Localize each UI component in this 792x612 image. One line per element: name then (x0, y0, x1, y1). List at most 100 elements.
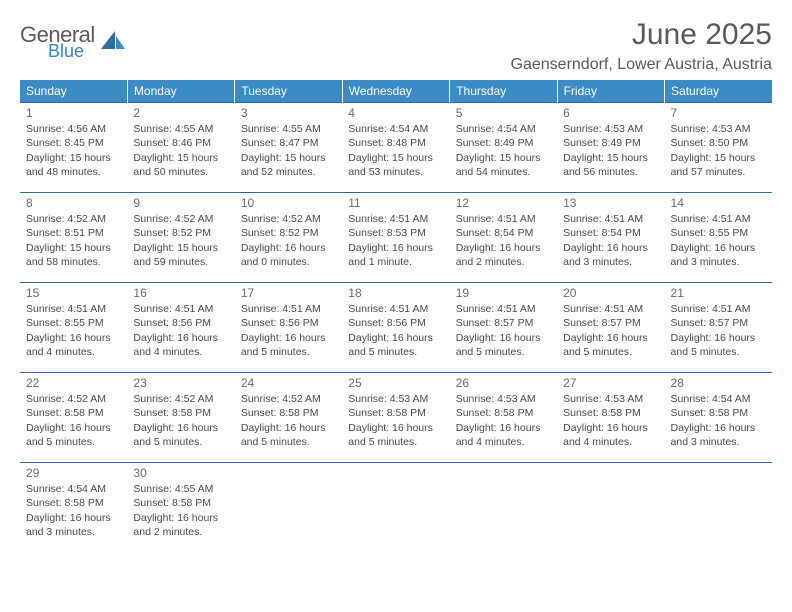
sunset-text: Sunset: 8:56 PM (348, 316, 443, 330)
day-number: 7 (671, 105, 766, 121)
daylight-text: and 5 minutes. (133, 435, 228, 449)
daylight-text: Daylight: 16 hours (133, 331, 228, 345)
daylight-text: Daylight: 15 hours (563, 151, 658, 165)
daylight-text: Daylight: 15 hours (133, 151, 228, 165)
daylight-text: and 5 minutes. (456, 345, 551, 359)
sunrise-text: Sunrise: 4:52 AM (241, 392, 336, 406)
daylight-text: and 56 minutes. (563, 165, 658, 179)
sunrise-text: Sunrise: 4:51 AM (456, 302, 551, 316)
daylight-text: and 5 minutes. (348, 345, 443, 359)
daylight-text: Daylight: 15 hours (133, 241, 228, 255)
daylight-text: Daylight: 16 hours (348, 241, 443, 255)
calendar-day-cell (450, 463, 557, 547)
calendar-day-cell: 3Sunrise: 4:55 AMSunset: 8:47 PMDaylight… (235, 103, 342, 187)
daylight-text: and 5 minutes. (26, 435, 121, 449)
daylight-text: Daylight: 16 hours (348, 421, 443, 435)
sunset-text: Sunset: 8:50 PM (671, 136, 766, 150)
sunrise-text: Sunrise: 4:52 AM (133, 392, 228, 406)
calendar-day-cell: 22Sunrise: 4:52 AMSunset: 8:58 PMDayligh… (20, 373, 127, 457)
sail-icon (101, 31, 127, 56)
sunset-text: Sunset: 8:58 PM (133, 406, 228, 420)
day-number: 22 (26, 375, 121, 391)
sunset-text: Sunset: 8:57 PM (456, 316, 551, 330)
sunset-text: Sunset: 8:58 PM (241, 406, 336, 420)
daylight-text: and 5 minutes. (241, 345, 336, 359)
sunset-text: Sunset: 8:58 PM (671, 406, 766, 420)
calendar-day-cell (557, 463, 664, 547)
calendar-day-cell: 25Sunrise: 4:53 AMSunset: 8:58 PMDayligh… (342, 373, 449, 457)
sunrise-text: Sunrise: 4:51 AM (671, 302, 766, 316)
daylight-text: and 5 minutes. (241, 435, 336, 449)
daylight-text: Daylight: 15 hours (241, 151, 336, 165)
sunset-text: Sunset: 8:54 PM (456, 226, 551, 240)
weekday-header-row: Sunday Monday Tuesday Wednesday Thursday… (20, 80, 772, 103)
day-number: 20 (563, 285, 658, 301)
daylight-text: Daylight: 16 hours (26, 331, 121, 345)
calendar-week-row: 29Sunrise: 4:54 AMSunset: 8:58 PMDayligh… (20, 463, 772, 547)
weekday-header: Sunday (20, 80, 127, 103)
day-number: 30 (133, 465, 228, 481)
daylight-text: Daylight: 16 hours (456, 331, 551, 345)
day-number: 26 (456, 375, 551, 391)
daylight-text: and 3 minutes. (671, 255, 766, 269)
daylight-text: and 52 minutes. (241, 165, 336, 179)
calendar-day-cell: 20Sunrise: 4:51 AMSunset: 8:57 PMDayligh… (557, 283, 664, 367)
daylight-text: and 3 minutes. (563, 255, 658, 269)
day-number: 12 (456, 195, 551, 211)
sunrise-text: Sunrise: 4:51 AM (26, 302, 121, 316)
sunset-text: Sunset: 8:49 PM (456, 136, 551, 150)
sunset-text: Sunset: 8:58 PM (26, 496, 121, 510)
daylight-text: and 2 minutes. (456, 255, 551, 269)
daylight-text: Daylight: 16 hours (671, 241, 766, 255)
page-header: General Blue June 2025 Gaenserndorf, Low… (20, 18, 772, 74)
calendar-day-cell: 24Sunrise: 4:52 AMSunset: 8:58 PMDayligh… (235, 373, 342, 457)
daylight-text: and 58 minutes. (26, 255, 121, 269)
calendar-day-cell: 2Sunrise: 4:55 AMSunset: 8:46 PMDaylight… (127, 103, 234, 187)
daylight-text: and 54 minutes. (456, 165, 551, 179)
daylight-text: Daylight: 16 hours (456, 241, 551, 255)
daylight-text: Daylight: 16 hours (348, 331, 443, 345)
day-number: 9 (133, 195, 228, 211)
sunset-text: Sunset: 8:53 PM (348, 226, 443, 240)
calendar-day-cell (235, 463, 342, 547)
sunrise-text: Sunrise: 4:51 AM (563, 212, 658, 226)
daylight-text: Daylight: 16 hours (563, 331, 658, 345)
daylight-text: Daylight: 16 hours (26, 511, 121, 525)
calendar-week-row: 1Sunrise: 4:56 AMSunset: 8:45 PMDaylight… (20, 103, 772, 187)
sunset-text: Sunset: 8:57 PM (563, 316, 658, 330)
sunrise-text: Sunrise: 4:51 AM (456, 212, 551, 226)
day-number: 25 (348, 375, 443, 391)
calendar-day-cell: 7Sunrise: 4:53 AMSunset: 8:50 PMDaylight… (665, 103, 772, 187)
calendar-day-cell: 29Sunrise: 4:54 AMSunset: 8:58 PMDayligh… (20, 463, 127, 547)
daylight-text: Daylight: 16 hours (671, 421, 766, 435)
day-number: 16 (133, 285, 228, 301)
daylight-text: and 2 minutes. (133, 525, 228, 539)
sunset-text: Sunset: 8:52 PM (241, 226, 336, 240)
day-number: 18 (348, 285, 443, 301)
calendar-week-row: 22Sunrise: 4:52 AMSunset: 8:58 PMDayligh… (20, 373, 772, 457)
sunrise-text: Sunrise: 4:54 AM (671, 392, 766, 406)
daylight-text: and 59 minutes. (133, 255, 228, 269)
sunrise-text: Sunrise: 4:53 AM (671, 122, 766, 136)
sunrise-text: Sunrise: 4:51 AM (133, 302, 228, 316)
daylight-text: and 5 minutes. (348, 435, 443, 449)
calendar-table: Sunday Monday Tuesday Wednesday Thursday… (20, 80, 772, 547)
sunrise-text: Sunrise: 4:51 AM (241, 302, 336, 316)
sunset-text: Sunset: 8:52 PM (133, 226, 228, 240)
calendar-day-cell: 9Sunrise: 4:52 AMSunset: 8:52 PMDaylight… (127, 193, 234, 277)
weekday-header: Saturday (665, 80, 772, 103)
calendar-day-cell: 13Sunrise: 4:51 AMSunset: 8:54 PMDayligh… (557, 193, 664, 277)
calendar-day-cell: 17Sunrise: 4:51 AMSunset: 8:56 PMDayligh… (235, 283, 342, 367)
calendar-day-cell (342, 463, 449, 547)
sunrise-text: Sunrise: 4:54 AM (26, 482, 121, 496)
day-number: 11 (348, 195, 443, 211)
calendar-day-cell: 12Sunrise: 4:51 AMSunset: 8:54 PMDayligh… (450, 193, 557, 277)
sunrise-text: Sunrise: 4:51 AM (348, 212, 443, 226)
day-number: 17 (241, 285, 336, 301)
daylight-text: and 57 minutes. (671, 165, 766, 179)
sunset-text: Sunset: 8:45 PM (26, 136, 121, 150)
daylight-text: and 4 minutes. (563, 435, 658, 449)
calendar-week-row: 15Sunrise: 4:51 AMSunset: 8:55 PMDayligh… (20, 283, 772, 367)
sunrise-text: Sunrise: 4:51 AM (671, 212, 766, 226)
calendar-day-cell: 10Sunrise: 4:52 AMSunset: 8:52 PMDayligh… (235, 193, 342, 277)
